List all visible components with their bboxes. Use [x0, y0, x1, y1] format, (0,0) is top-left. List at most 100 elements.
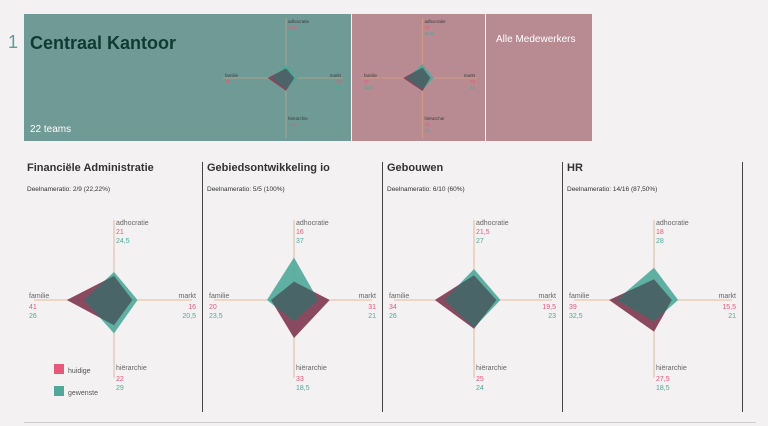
overlap-area — [271, 281, 330, 338]
mini-label-adhocratie: adhocratie — [425, 19, 447, 24]
axis-label-familie: familie — [389, 293, 409, 300]
axis-label-hierarchie: hiërarchie — [116, 365, 147, 372]
value-current-hierarchie: 25 — [476, 376, 484, 383]
mini-overlap-area — [403, 67, 431, 91]
axis-label-markt: markt — [359, 293, 377, 300]
value-desired-markt: 21 — [368, 313, 376, 320]
value-desired-hierarchie: 24 — [476, 385, 484, 392]
axis-label-familie: familie — [569, 293, 589, 300]
mini-label-markt: markt — [464, 73, 476, 78]
axis-label-adhocratie: adhocratie — [476, 220, 509, 227]
value-desired-familie: 23,5 — [209, 313, 223, 320]
dept-rate: Deelnameratio: 2/9 (22,22%) — [27, 186, 111, 193]
value-desired-adhocratie: 27 — [476, 238, 484, 245]
dept-rate: Deelnameratio: 14/16 (87,50%) — [567, 186, 658, 193]
axis-label-hierarchie: hiërarchie — [296, 365, 327, 372]
mini-label-familie: familie — [364, 73, 378, 78]
overlap-area — [434, 275, 497, 329]
dept-card-1[interactable]: Gebiedsontwikkeling io Deelnameratio: 5/… — [204, 162, 383, 412]
dept-rate: Deelnameratio: 5/5 (100%) — [207, 186, 285, 193]
mini-value-current-familie: 37 — [364, 79, 370, 84]
all-staff-banner[interactable]: Alle Medewerkers — [486, 14, 592, 141]
legend-desired-label: gewenste — [68, 390, 98, 397]
overlap-area — [609, 279, 672, 332]
mini-value-current-adhocratie: 20 — [425, 25, 431, 30]
axis-label-familie: familie — [209, 293, 229, 300]
mini-label-hierarchie: hiërarchie — [425, 116, 445, 121]
axis-label-hierarchie: hiërarchie — [656, 365, 687, 372]
value-current-markt: 16 — [188, 304, 196, 311]
office-banner[interactable]: Centraal Kantoor 22 teams — [24, 14, 213, 141]
all-staff-mini-chart-panel[interactable]: adhocratie 20 26,5 familie 37 30,5 markt 15 21 hi… — [352, 14, 485, 141]
value-desired-familie: 26 — [29, 313, 37, 320]
mini-value-current-hierarchie: 25 — [425, 122, 431, 127]
value-current-markt: 31 — [368, 304, 376, 311]
value-current-adhocratie: 18 — [656, 229, 664, 236]
dept-radar-chart: adhocratie 16 37 familie 20 23,5 markt 31 21 hiër… — [209, 220, 377, 392]
dept-card-0[interactable]: Financiële Administratie Deelnameratio: … — [24, 162, 203, 412]
page-number: 1 — [8, 32, 19, 52]
value-current-hierarchie: 27,5 — [656, 376, 670, 383]
value-current-hierarchie: 22 — [116, 376, 124, 383]
mini-overlap-area — [267, 68, 295, 91]
legend-current-swatch — [54, 363, 64, 374]
axis-label-adhocratie: adhocratie — [656, 220, 689, 227]
mini-value-current-markt: 15 — [470, 79, 476, 84]
column-divider — [562, 162, 563, 412]
mini-value-desired-adhocratie: 25 — [288, 31, 294, 36]
mini-value-current-hierarchie: 24,5 — [288, 122, 297, 127]
value-desired-familie: 32,5 — [569, 313, 583, 320]
value-desired-hierarchie: 18,5 — [656, 385, 670, 392]
dept-radar-chart: adhocratie 18 28 familie 39 32,5 markt 15,5 21 hi… — [569, 220, 737, 392]
mini-label-adhocratie: adhocratie — [288, 19, 310, 24]
mini-value-desired-markt: 21 — [470, 85, 476, 90]
mini-label-markt: markt — [330, 73, 342, 78]
axis-label-adhocratie: adhocratie — [296, 220, 329, 227]
mini-value-desired-hierarchie: 22 — [425, 128, 431, 133]
column-divider — [202, 162, 203, 412]
value-current-familie: 41 — [29, 304, 37, 311]
office-title: Centraal Kantoor — [30, 33, 177, 53]
axis-label-hierarchie: hiërarchie — [476, 365, 507, 372]
office-mini-chart-panel[interactable]: adhocratie 18,5 25 familie 35 27 markt 16 22 hiër… — [213, 14, 351, 141]
mini-value-current-markt: 16 — [336, 79, 342, 84]
axis-label-markt: markt — [539, 293, 557, 300]
value-desired-adhocratie: 24,5 — [116, 238, 130, 245]
dept-radar-chart: adhocratie 21,5 27 familie 34 26 markt 19,5 23 hi… — [389, 220, 557, 392]
dept-card-3[interactable]: HR Deelnameratio: 14/16 (87,50%) adhocra… — [564, 162, 743, 412]
dept-card-2[interactable]: Gebouwen Deelnameratio: 6/10 (60%) adhoc… — [384, 162, 563, 412]
value-desired-markt: 21 — [728, 313, 736, 320]
mini-value-desired-familie: 30,5 — [364, 85, 373, 90]
value-current-hierarchie: 33 — [296, 376, 304, 383]
value-desired-hierarchie: 18,5 — [296, 385, 310, 392]
dept-title: Financiële Administratie — [27, 162, 154, 174]
bottom-rule — [24, 422, 756, 423]
mini-value-desired-hierarchie: 21 — [288, 128, 294, 133]
value-current-familie: 34 — [389, 304, 397, 311]
value-desired-familie: 26 — [389, 313, 397, 320]
mini-value-current-adhocratie: 18,5 — [288, 25, 297, 30]
value-desired-markt: 20,5 — [182, 313, 196, 320]
overlap-area — [66, 275, 133, 326]
mini-value-desired-markt: 22 — [336, 85, 342, 90]
column-divider — [742, 162, 743, 412]
value-current-adhocratie: 21 — [116, 229, 124, 236]
mini-label-hierarchie: hiërarchie — [288, 116, 308, 121]
legend-current-label: huidige — [68, 368, 91, 375]
column-divider — [382, 162, 383, 412]
dept-radar-chart: adhocratie 21 24,5 familie 41 26 markt 16 20,5 hi… — [29, 220, 196, 392]
axis-label-markt: markt — [719, 293, 737, 300]
legend-desired: gewenste — [54, 384, 98, 397]
mini-label-familie: familie — [225, 73, 239, 78]
value-desired-hierarchie: 29 — [116, 385, 124, 392]
mini-value-desired-adhocratie: 26,5 — [425, 31, 434, 36]
axis-label-adhocratie: adhocratie — [116, 220, 149, 227]
value-current-familie: 39 — [569, 304, 577, 311]
mini-value-current-familie: 35 — [225, 79, 231, 84]
legend-current: huidige — [54, 362, 91, 375]
dept-title: Gebouwen — [387, 162, 444, 174]
value-current-adhocratie: 21,5 — [476, 229, 490, 236]
teams-count: 22 teams — [30, 124, 72, 135]
axis-label-familie: familie — [29, 293, 49, 300]
